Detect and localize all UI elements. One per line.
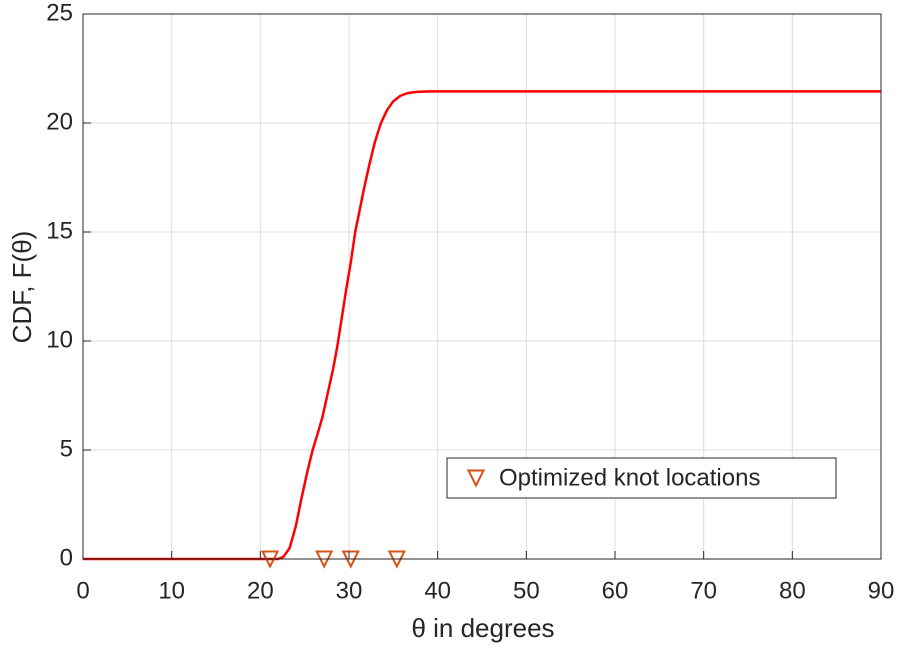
x-tick-label: 70 bbox=[690, 577, 717, 604]
x-tick-label: 10 bbox=[158, 577, 185, 604]
axes-box bbox=[82, 13, 882, 560]
x-tick-label: 20 bbox=[247, 577, 274, 604]
x-tick-label: 50 bbox=[513, 577, 540, 604]
cdf-line bbox=[83, 90, 881, 561]
x-axis-label: θ in degrees bbox=[411, 613, 554, 643]
x-tick-label: 90 bbox=[868, 577, 895, 604]
x-tick-label: 80 bbox=[779, 577, 806, 604]
x-tick-label: 60 bbox=[602, 577, 629, 604]
y-tick-label: 0 bbox=[60, 544, 73, 571]
y-tick-label: 15 bbox=[46, 217, 73, 244]
y-axis-label: CDF, F(θ) bbox=[7, 231, 37, 344]
x-tick-label: 30 bbox=[336, 577, 363, 604]
y-tick-label: 10 bbox=[46, 326, 73, 353]
x-tick-label: 40 bbox=[424, 577, 451, 604]
y-tick-label: 25 bbox=[46, 0, 73, 26]
y-tick-label: 20 bbox=[46, 108, 73, 135]
legend-box bbox=[446, 457, 837, 499]
x-tick-label: 0 bbox=[76, 577, 89, 604]
legend-label: Optimized knot locations bbox=[499, 464, 760, 491]
y-tick-label: 5 bbox=[60, 435, 73, 462]
legend-marker bbox=[466, 469, 486, 488]
